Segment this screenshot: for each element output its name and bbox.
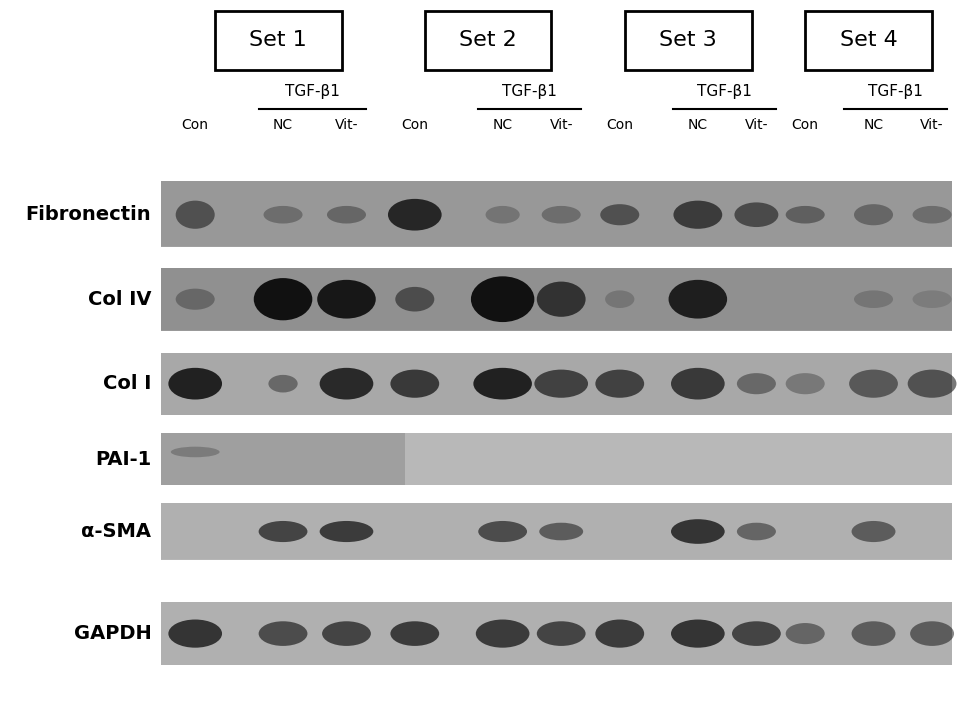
Ellipse shape: [539, 522, 584, 541]
Text: Fibronectin: Fibronectin: [25, 206, 151, 224]
Bar: [161, 602, 952, 665]
Text: NC: NC: [864, 118, 883, 132]
Ellipse shape: [169, 367, 223, 399]
Text: Vit-: Vit-: [335, 118, 358, 132]
Ellipse shape: [473, 367, 532, 399]
Text: GAPDH: GAPDH: [73, 624, 151, 643]
Ellipse shape: [259, 521, 307, 542]
Ellipse shape: [176, 201, 215, 229]
Text: Con: Con: [606, 118, 633, 132]
Ellipse shape: [732, 621, 781, 646]
Ellipse shape: [913, 290, 952, 308]
Text: Vit-: Vit-: [549, 118, 573, 132]
Ellipse shape: [854, 290, 893, 308]
Ellipse shape: [169, 620, 223, 648]
Ellipse shape: [320, 521, 373, 542]
Ellipse shape: [259, 621, 307, 646]
Ellipse shape: [486, 206, 520, 224]
Ellipse shape: [600, 204, 639, 225]
Text: Con: Con: [182, 118, 209, 132]
Ellipse shape: [854, 204, 893, 225]
Text: TGF-β1: TGF-β1: [502, 84, 557, 99]
FancyBboxPatch shape: [625, 11, 752, 70]
Ellipse shape: [786, 373, 825, 394]
Bar: [161, 432, 952, 486]
Ellipse shape: [537, 282, 586, 317]
Text: Vit-: Vit-: [920, 118, 944, 132]
Text: TGF-β1: TGF-β1: [285, 84, 340, 99]
Ellipse shape: [605, 290, 634, 308]
Ellipse shape: [851, 621, 896, 646]
Text: α-SMA: α-SMA: [81, 522, 151, 541]
FancyBboxPatch shape: [215, 11, 342, 70]
Ellipse shape: [849, 370, 898, 398]
Ellipse shape: [595, 370, 644, 398]
FancyBboxPatch shape: [805, 11, 932, 70]
Ellipse shape: [176, 289, 215, 310]
Ellipse shape: [390, 370, 439, 398]
Ellipse shape: [171, 447, 220, 458]
Ellipse shape: [317, 280, 376, 318]
Text: Set 4: Set 4: [839, 30, 898, 51]
Text: Set 2: Set 2: [459, 30, 517, 51]
Bar: [161, 353, 952, 415]
Ellipse shape: [851, 521, 896, 542]
Text: Con: Con: [401, 118, 428, 132]
Ellipse shape: [390, 621, 439, 646]
Ellipse shape: [478, 521, 527, 542]
Ellipse shape: [673, 201, 722, 229]
Text: NC: NC: [688, 118, 708, 132]
Ellipse shape: [737, 373, 776, 394]
Text: PAI-1: PAI-1: [95, 450, 151, 468]
Text: NC: NC: [493, 118, 512, 132]
Text: Set 3: Set 3: [659, 30, 717, 51]
Ellipse shape: [542, 206, 581, 224]
Bar: [161, 432, 405, 486]
Ellipse shape: [910, 621, 955, 646]
Ellipse shape: [470, 277, 535, 322]
Text: NC: NC: [273, 118, 293, 132]
Text: TGF-β1: TGF-β1: [868, 84, 923, 99]
FancyBboxPatch shape: [425, 11, 551, 70]
Text: Col IV: Col IV: [88, 290, 151, 308]
Ellipse shape: [254, 278, 312, 320]
Ellipse shape: [669, 280, 727, 318]
Ellipse shape: [913, 206, 952, 224]
Ellipse shape: [388, 199, 441, 231]
Bar: [161, 503, 952, 560]
Ellipse shape: [737, 522, 776, 541]
Text: Col I: Col I: [102, 375, 151, 393]
Ellipse shape: [264, 206, 303, 224]
Text: Set 1: Set 1: [249, 30, 307, 51]
Text: Con: Con: [792, 118, 819, 132]
Ellipse shape: [786, 206, 825, 224]
Ellipse shape: [395, 287, 434, 311]
Ellipse shape: [476, 620, 530, 648]
Bar: [161, 182, 952, 249]
Text: Vit-: Vit-: [745, 118, 768, 132]
Ellipse shape: [268, 375, 298, 393]
Ellipse shape: [322, 621, 371, 646]
Ellipse shape: [327, 206, 366, 224]
Ellipse shape: [595, 620, 644, 648]
Ellipse shape: [537, 621, 586, 646]
Text: TGF-β1: TGF-β1: [697, 84, 752, 99]
Ellipse shape: [534, 370, 588, 398]
Ellipse shape: [320, 367, 373, 399]
Ellipse shape: [671, 520, 724, 543]
Bar: [161, 268, 952, 331]
Ellipse shape: [671, 620, 724, 648]
Ellipse shape: [734, 203, 779, 227]
Ellipse shape: [786, 623, 825, 644]
Ellipse shape: [671, 367, 724, 399]
Ellipse shape: [908, 370, 956, 398]
